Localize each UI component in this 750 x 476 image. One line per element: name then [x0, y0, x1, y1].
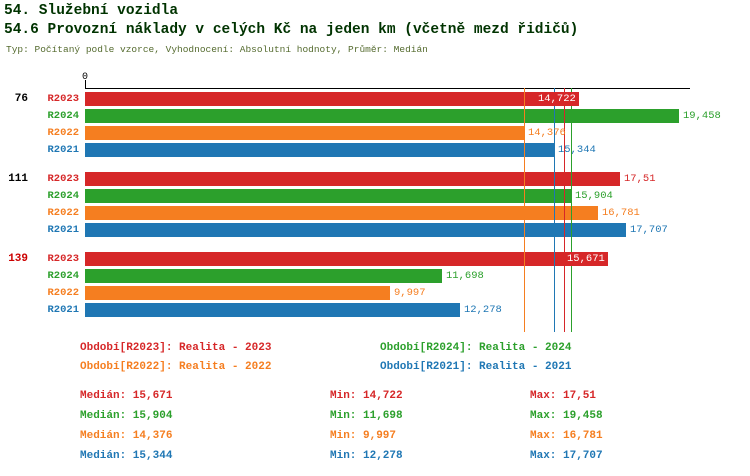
group-label-76: 76: [14, 93, 28, 105]
series-row-label: R2022: [47, 207, 79, 219]
bar-value-label: 9,997: [394, 287, 426, 299]
bar-value-label: 19,458: [683, 110, 721, 122]
series-row-label: R2021: [47, 224, 79, 236]
bar-value-label: 12,278: [464, 304, 502, 316]
bar-76-R2023: [85, 92, 535, 106]
bar-value-label: 11,698: [446, 270, 484, 282]
stat-median-R2024: Medián: 15,904: [80, 410, 173, 422]
series-row-label: R2024: [47, 110, 79, 122]
bar-111-R2024: [85, 189, 571, 203]
axis-line: [85, 88, 690, 89]
stat-median-R2022: Medián: 14,376: [80, 430, 173, 442]
series-row-label: R2022: [47, 287, 79, 299]
stat-min-R2022: Min: 9,997: [330, 430, 397, 442]
bar-139-R2022: [85, 286, 390, 300]
legend-item-R2023: Období[R2023]: Realita - 2023: [80, 342, 272, 354]
series-row-label: R2024: [47, 190, 79, 202]
bar-139-R2023: [85, 252, 564, 266]
series-row-label: R2024: [47, 270, 79, 282]
bar-value-label: 15,344: [558, 144, 596, 156]
group-label-111: 111: [8, 173, 28, 185]
legend-item-R2022: Období[R2022]: Realita - 2022: [80, 361, 272, 373]
chart-meta-line: Typ: Počítaný podle vzorce, Vyhodnocení:…: [6, 44, 428, 55]
bar-value-label: 16,781: [602, 207, 640, 219]
stat-median-R2023: Medián: 15,671: [80, 390, 173, 402]
bar-111-R2022: [85, 206, 598, 220]
bar-139-R2021: [85, 303, 460, 317]
page-title: 54. Služební vozidla: [4, 3, 179, 19]
axis-zero-label: 0: [81, 72, 88, 83]
median-line-R2021: [554, 88, 555, 332]
stat-min-R2024: Min: 11,698: [330, 410, 403, 422]
series-row-label: R2022: [47, 127, 79, 139]
axis-tick: [85, 80, 86, 89]
group-label-139: 139: [8, 253, 28, 265]
median-line-R2023: [564, 88, 565, 332]
bar-value-label: 17,51: [624, 173, 656, 185]
stat-min-R2023: Min: 14,722: [330, 390, 403, 402]
series-row-label: R2021: [47, 144, 79, 156]
series-row-label: R2021: [47, 304, 79, 316]
bar-value-label: 17,707: [630, 224, 668, 236]
bar-value-label: 15,904: [575, 190, 613, 202]
bar-111-R2021: [85, 223, 626, 237]
series-row-label: R2023: [47, 253, 79, 265]
stat-min-R2021: Min: 12,278: [330, 450, 403, 462]
stat-max-R2024: Max: 19,458: [530, 410, 603, 422]
bar-value-label: 14,722: [535, 92, 579, 106]
bar-76-R2022: [85, 126, 524, 140]
stat-median-R2021: Medián: 15,344: [80, 450, 173, 462]
median-line-R2022: [524, 88, 525, 332]
bar-139-R2024: [85, 269, 442, 283]
bar-76-R2024: [85, 109, 679, 123]
stat-max-R2022: Max: 16,781: [530, 430, 603, 442]
median-line-R2024: [571, 88, 572, 332]
bar-111-R2023: [85, 172, 620, 186]
series-row-label: R2023: [47, 173, 79, 185]
bar-value-label: 15,671: [564, 252, 608, 266]
stat-max-R2023: Max: 17,51: [530, 390, 597, 402]
series-row-label: R2023: [47, 93, 79, 105]
bar-value-label: 14,376: [528, 127, 566, 139]
legend-item-R2024: Období[R2024]: Realita - 2024: [380, 342, 572, 354]
bar-76-R2021: [85, 143, 554, 157]
chart-subtitle: 54.6 Provozní náklady v celých Kč na jed…: [4, 22, 579, 38]
legend-item-R2021: Období[R2021]: Realita - 2021: [380, 361, 572, 373]
stat-max-R2021: Max: 17,707: [530, 450, 603, 462]
